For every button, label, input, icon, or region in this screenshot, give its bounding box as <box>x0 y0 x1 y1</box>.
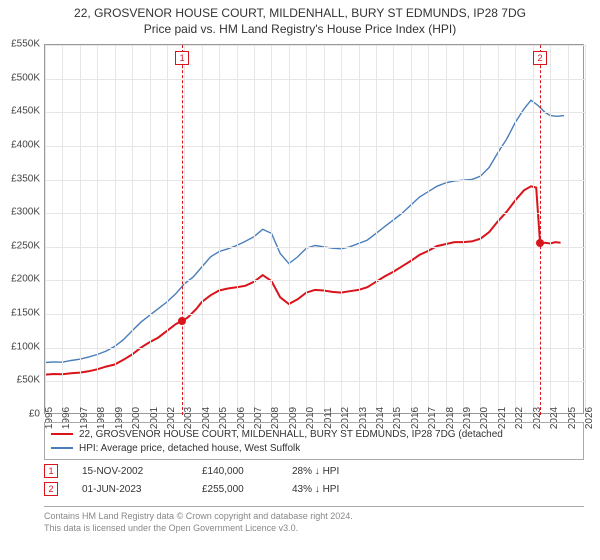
gridline-v <box>515 45 516 415</box>
event-row: 1 15-NOV-2002£140,00028% ↓ HPI <box>44 462 584 480</box>
legend-swatch <box>51 433 73 435</box>
event-price: £255,000 <box>202 484 292 495</box>
gridline-v <box>498 45 499 415</box>
legend-swatch <box>51 447 73 449</box>
title-block: 22, GROSVENOR HOUSE COURT, MILDENHALL, B… <box>0 0 600 40</box>
legend: 22, GROSVENOR HOUSE COURT, MILDENHALL, B… <box>44 422 584 460</box>
gridline-v <box>393 45 394 415</box>
gridline-v <box>45 45 46 415</box>
plot-region: 12 <box>44 44 584 414</box>
gridline-v <box>411 45 412 415</box>
chart-container: 22, GROSVENOR HOUSE COURT, MILDENHALL, B… <box>0 0 600 560</box>
marker-box-1: 1 <box>175 51 189 65</box>
title-line1: 22, GROSVENOR HOUSE COURT, MILDENHALL, B… <box>10 6 590 20</box>
gridline-v <box>219 45 220 415</box>
gridline-v <box>167 45 168 415</box>
legend-row: HPI: Average price, detached house, West… <box>51 441 577 455</box>
event-marker-icon: 1 <box>44 464 58 478</box>
gridline-v <box>359 45 360 415</box>
footer-line1: Contains HM Land Registry data © Crown c… <box>44 511 584 523</box>
marker-line-2 <box>540 45 541 415</box>
gridline-v <box>376 45 377 415</box>
y-tick-label: £0 <box>0 409 40 420</box>
gridline-v <box>80 45 81 415</box>
gridline-h <box>45 45 585 46</box>
footer: Contains HM Land Registry data © Crown c… <box>44 506 584 534</box>
gridline-h <box>45 180 585 181</box>
y-tick-label: £550K <box>0 39 40 50</box>
marker-dot-1 <box>178 317 186 325</box>
y-tick-label: £50K <box>0 375 40 386</box>
event-date: 01-JUN-2023 <box>82 484 202 495</box>
event-delta: 43% ↓ HPI <box>292 484 412 495</box>
gridline-h <box>45 348 585 349</box>
event-table: 1 15-NOV-2002£140,00028% ↓ HPI 2 01-JUN-202… <box>44 462 584 498</box>
gridline-v <box>132 45 133 415</box>
gridline-v <box>62 45 63 415</box>
gridline-v <box>202 45 203 415</box>
y-tick-label: £200K <box>0 274 40 285</box>
event-row: 2 01-JUN-2023£255,00043% ↓ HPI <box>44 480 584 498</box>
gridline-v <box>533 45 534 415</box>
y-tick-label: £300K <box>0 207 40 218</box>
gridline-v <box>97 45 98 415</box>
y-tick-label: £250K <box>0 240 40 251</box>
marker-line-1 <box>182 45 183 415</box>
gridline-h <box>45 112 585 113</box>
gridline-v <box>341 45 342 415</box>
event-price: £140,000 <box>202 466 292 477</box>
gridline-v <box>271 45 272 415</box>
y-tick-label: £450K <box>0 106 40 117</box>
event-delta: 28% ↓ HPI <box>292 466 412 477</box>
gridline-v <box>480 45 481 415</box>
gridline-v <box>289 45 290 415</box>
marker-box-2: 2 <box>533 51 547 65</box>
gridline-h <box>45 280 585 281</box>
gridline-v <box>446 45 447 415</box>
line-series-svg <box>45 45 585 415</box>
y-tick-label: £350K <box>0 173 40 184</box>
gridline-v <box>184 45 185 415</box>
gridline-v <box>324 45 325 415</box>
gridline-h <box>45 314 585 315</box>
gridline-v <box>237 45 238 415</box>
gridline-v <box>428 45 429 415</box>
series-hpi <box>45 100 564 362</box>
x-tick-label: 2026 <box>584 407 595 429</box>
y-tick-label: £400K <box>0 139 40 150</box>
gridline-v <box>150 45 151 415</box>
gridline-v <box>550 45 551 415</box>
chart-area: 12 £0£50K£100K£150K£200K£250K£300K£350K£… <box>44 44 584 414</box>
gridline-h <box>45 213 585 214</box>
event-marker-icon: 2 <box>44 482 58 496</box>
gridline-h <box>45 247 585 248</box>
y-tick-label: £150K <box>0 308 40 319</box>
gridline-h <box>45 79 585 80</box>
y-tick-label: £100K <box>0 341 40 352</box>
gridline-v <box>463 45 464 415</box>
gridline-h <box>45 381 585 382</box>
title-line2: Price paid vs. HM Land Registry's House … <box>10 22 590 36</box>
footer-line2: This data is licensed under the Open Gov… <box>44 523 584 535</box>
gridline-v <box>306 45 307 415</box>
y-tick-label: £500K <box>0 72 40 83</box>
gridline-v <box>568 45 569 415</box>
legend-row: 22, GROSVENOR HOUSE COURT, MILDENHALL, B… <box>51 427 577 441</box>
marker-dot-2 <box>536 239 544 247</box>
legend-label: HPI: Average price, detached house, West… <box>79 443 300 454</box>
gridline-h <box>45 146 585 147</box>
gridline-v <box>115 45 116 415</box>
gridline-v <box>585 45 586 415</box>
event-date: 15-NOV-2002 <box>82 466 202 477</box>
gridline-v <box>254 45 255 415</box>
legend-label: 22, GROSVENOR HOUSE COURT, MILDENHALL, B… <box>79 429 503 440</box>
